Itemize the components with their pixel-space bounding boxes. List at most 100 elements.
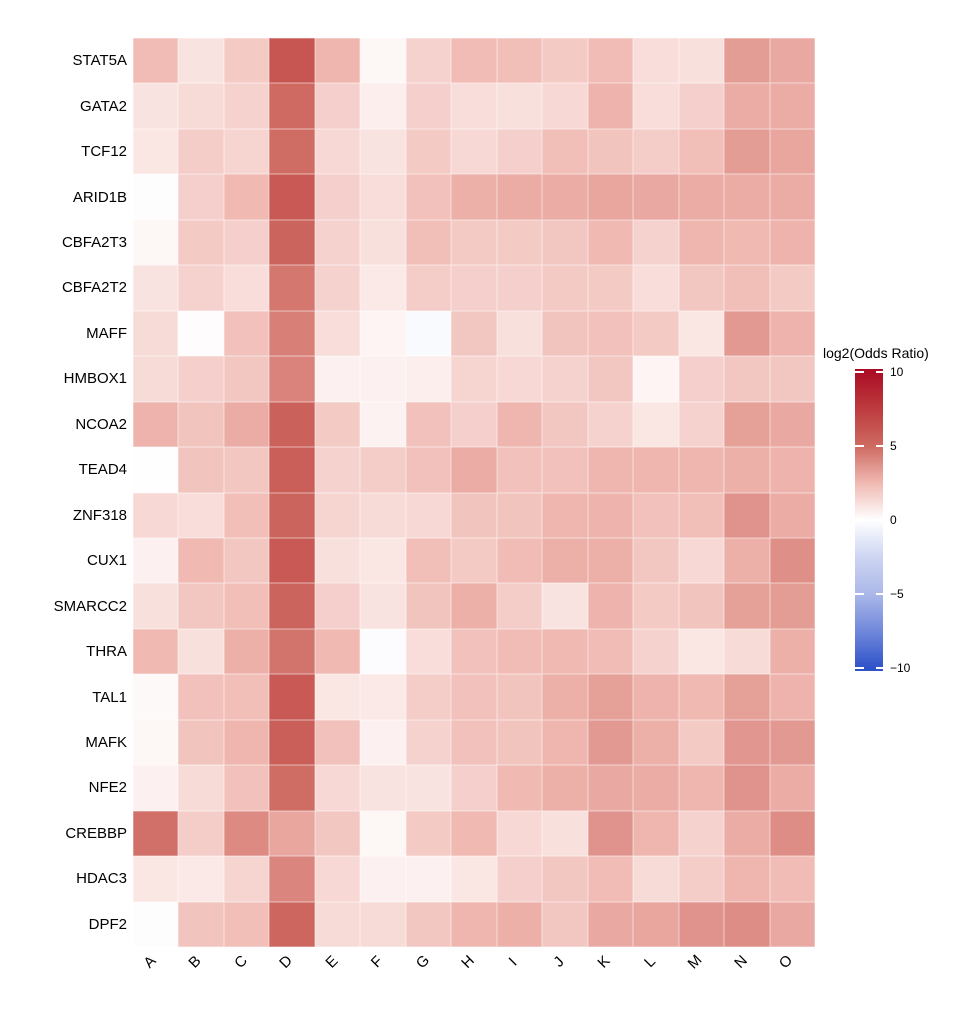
heatmap-cell xyxy=(724,765,770,811)
heatmap-cell xyxy=(542,901,588,947)
heatmap-cell xyxy=(724,447,770,493)
heatmap-cell xyxy=(269,128,315,175)
heatmap-cell xyxy=(223,765,270,811)
heatmap-cell xyxy=(633,128,679,175)
heatmap-cell xyxy=(314,674,361,720)
heatmap-cell xyxy=(542,492,588,538)
heatmap-cell xyxy=(451,583,497,629)
heatmap-cell xyxy=(451,856,497,902)
heatmap-cell xyxy=(769,856,815,902)
heatmap-cell xyxy=(633,401,679,448)
heatmap-cell xyxy=(678,765,725,811)
heatmap-cell xyxy=(769,492,815,538)
heatmap-cell xyxy=(678,401,725,448)
heatmap-cell xyxy=(269,265,315,311)
heatmap-cell xyxy=(223,83,270,129)
heatmap-cell xyxy=(587,856,634,902)
heatmap-cell xyxy=(769,447,815,493)
heatmap-cell xyxy=(678,628,725,675)
column-label: O xyxy=(776,951,797,973)
heatmap-cell xyxy=(133,765,179,811)
heatmap-cell xyxy=(360,537,406,584)
heatmap-cell xyxy=(178,219,224,266)
heatmap-cell xyxy=(587,628,634,675)
heatmap-cell xyxy=(405,401,452,448)
heatmap-cell xyxy=(678,674,725,720)
heatmap-cell xyxy=(451,719,497,766)
row-label: ARID1B xyxy=(72,188,127,206)
heatmap-cell xyxy=(724,537,770,584)
colorbar-tick-mark xyxy=(876,593,883,596)
heatmap-cell xyxy=(178,765,224,811)
heatmap-cell xyxy=(496,810,543,857)
column-label: J xyxy=(550,953,568,971)
heatmap-cell xyxy=(223,492,270,538)
heatmap-cell xyxy=(587,83,634,129)
heatmap-cell xyxy=(314,628,361,675)
heatmap-cell xyxy=(178,356,224,402)
heatmap-cell xyxy=(269,310,315,357)
heatmap-cell xyxy=(769,901,815,947)
heatmap-cell xyxy=(360,310,406,357)
heatmap-cell xyxy=(542,674,588,720)
heatmap-cell xyxy=(360,401,406,448)
heatmap-cell xyxy=(678,447,725,493)
heatmap-cell xyxy=(269,356,315,402)
heatmap-cell xyxy=(769,537,815,584)
heatmap-cell xyxy=(542,810,588,857)
row-label: CREBBP xyxy=(65,824,127,842)
heatmap-cell xyxy=(724,856,770,902)
heatmap-cell xyxy=(451,901,497,947)
heatmap-cell xyxy=(451,38,497,84)
heatmap-cell xyxy=(769,174,815,220)
row-label: THRA xyxy=(86,643,127,661)
heatmap-cell xyxy=(223,719,270,766)
row-label: GATA2 xyxy=(80,97,127,115)
heatmap-cell xyxy=(542,219,588,266)
heatmap-cell xyxy=(724,401,770,448)
heatmap-cell xyxy=(360,628,406,675)
heatmap-cell xyxy=(724,901,770,947)
column-label: H xyxy=(458,952,478,972)
heatmap-cell xyxy=(769,628,815,675)
heatmap-cell xyxy=(360,810,406,857)
heatmap-cell xyxy=(633,765,679,811)
heatmap-cell xyxy=(314,265,361,311)
heatmap-cell xyxy=(314,492,361,538)
colorbar-tick-label: −10 xyxy=(890,661,911,676)
heatmap-cell xyxy=(360,447,406,493)
heatmap-cell xyxy=(633,310,679,357)
colorbar-tick-mark xyxy=(876,519,883,521)
heatmap-cell xyxy=(678,310,725,357)
heatmap-cell xyxy=(724,128,770,175)
heatmap-cell xyxy=(451,83,497,129)
heatmap-cell xyxy=(314,356,361,402)
heatmap-cell xyxy=(269,583,315,629)
heatmap-cell xyxy=(178,583,224,629)
heatmap-cell xyxy=(542,174,588,220)
heatmap-cell xyxy=(405,83,452,129)
heatmap-cell xyxy=(314,83,361,129)
column-label: L xyxy=(640,953,659,971)
heatmap-cell xyxy=(496,447,543,493)
heatmap-cell xyxy=(405,492,452,538)
heatmap-cell xyxy=(269,219,315,266)
heatmap-cell xyxy=(496,628,543,675)
heatmap-cell xyxy=(405,810,452,857)
heatmap-cell xyxy=(269,447,315,493)
heatmap-cell xyxy=(496,219,543,266)
heatmap-cell xyxy=(451,492,497,538)
colorbar-tick-mark xyxy=(855,519,864,521)
heatmap-cell xyxy=(133,265,179,311)
heatmap-cell xyxy=(542,128,588,175)
heatmap-cell xyxy=(178,856,224,902)
heatmap-cell xyxy=(542,628,588,675)
heatmap-cell xyxy=(314,219,361,266)
heatmap-cell xyxy=(678,128,725,175)
heatmap-cell xyxy=(633,219,679,266)
column-label: A xyxy=(140,952,160,972)
heatmap-cell xyxy=(133,810,179,857)
heatmap-cell xyxy=(269,628,315,675)
heatmap-cell xyxy=(451,628,497,675)
row-label: NFE2 xyxy=(88,779,127,797)
